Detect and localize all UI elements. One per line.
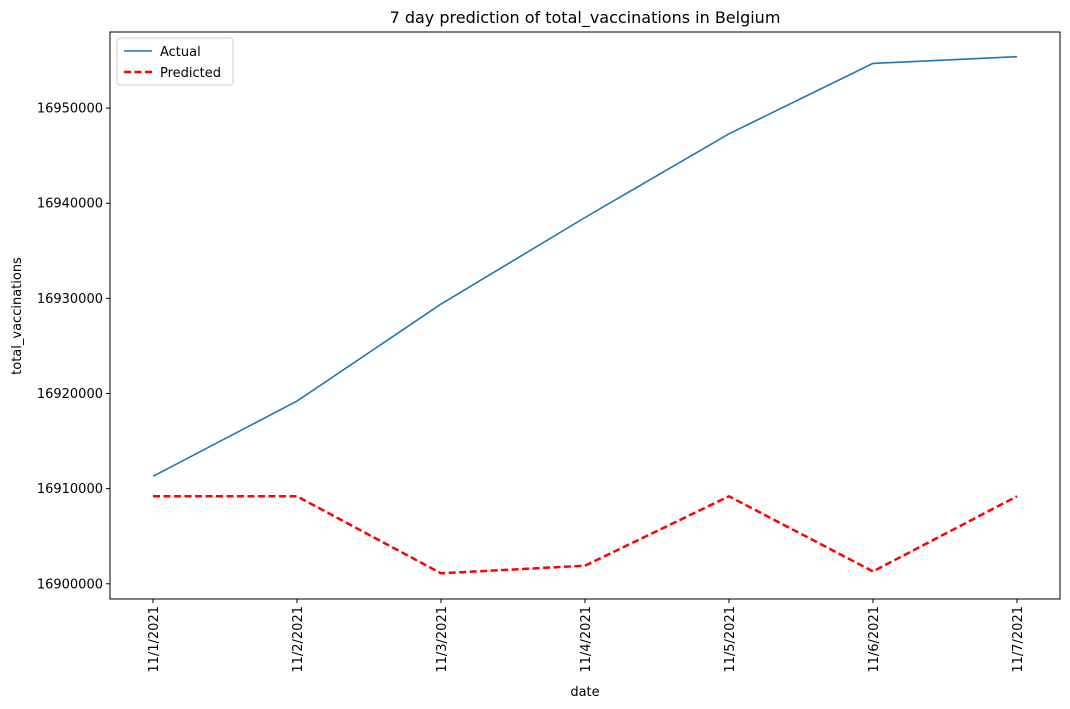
x-tick-label: 11/7/2021 [1011, 606, 1026, 673]
y-tick-label: 16950000 [37, 102, 103, 117]
x-axis-label: date [570, 685, 599, 700]
y-tick-label: 16930000 [37, 292, 103, 307]
plot-area [109, 31, 1061, 600]
series-layer [152, 55, 1018, 575]
x-tick-label: 11/6/2021 [867, 606, 882, 673]
x-tick-label: 11/1/2021 [147, 606, 162, 673]
x-tick-label: 11/5/2021 [723, 606, 738, 673]
y-axis-label: total_vaccinations [10, 257, 25, 375]
x-tick-label: 11/3/2021 [435, 606, 450, 673]
legend-label-actual: Actual [160, 45, 201, 60]
y-tick-label: 16940000 [37, 197, 103, 212]
legend-label-predicted: Predicted [160, 66, 221, 81]
y-tick-label: 16900000 [37, 577, 103, 592]
y-axis: 16900000 16910000 16920000 16930000 16940000… [37, 102, 110, 592]
x-tick-label: 11/2/2021 [291, 606, 306, 673]
y-tick-label: 16920000 [37, 387, 103, 402]
series-line-actual [152, 55, 1018, 478]
x-axis: 11/1/2021 11/2/2021 11/3/2021 11/4/2021 11/5… [147, 599, 1026, 673]
chart-title: 7 day prediction of total_vaccinations i… [390, 8, 781, 28]
y-tick-label: 16910000 [37, 482, 103, 497]
legend: Actual Predicted [116, 37, 234, 86]
plot-frame [109, 31, 1061, 600]
x-tick-label: 11/4/2021 [579, 606, 594, 673]
